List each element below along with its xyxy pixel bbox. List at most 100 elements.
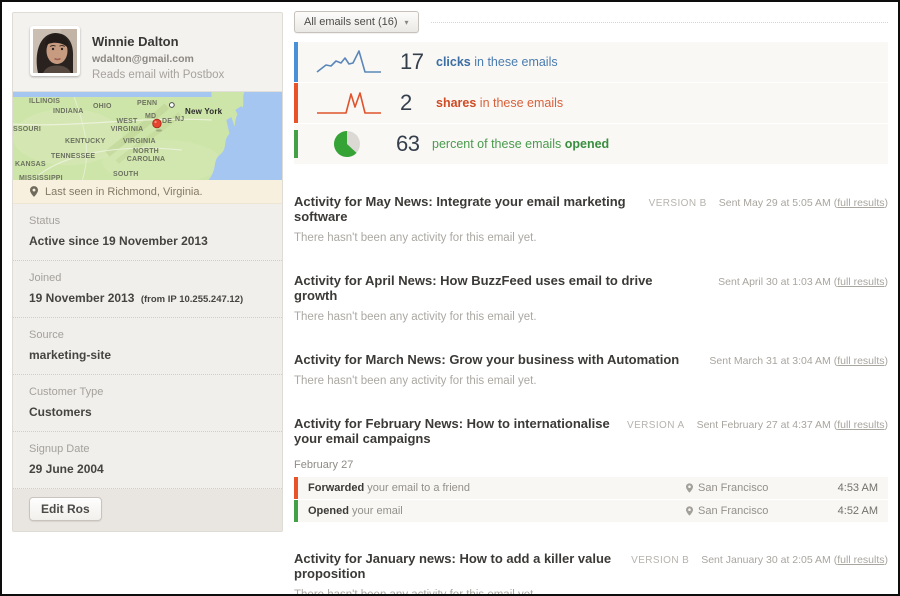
full-results-link[interactable]: full results [837,419,885,431]
no-activity-note: There hasn't been any activity for this … [294,589,537,596]
no-activity-note: There hasn't been any activity for this … [294,311,537,323]
field-value: 29 June 2004 [29,462,104,476]
version-badge: VERSION B [648,198,707,209]
event-time: 4:52 AM [837,505,878,517]
field-joined: Joined 19 November 2013 (from IP 10.255.… [13,261,282,318]
sent-timestamp: Sent March 31 at 3:04 AM (full results) [709,355,888,367]
edit-subscriber-button[interactable]: Edit Ros [29,497,102,521]
no-activity-note: There hasn't been any activity for this … [294,375,537,387]
opened-pie-icon [294,130,396,158]
last-seen-text: Last seen in Richmond, Virginia. [45,185,203,198]
field-label: Customer Type [29,386,104,398]
activity-title: Activity for February News: How to inter… [294,416,610,446]
map-label-new-york: New York [185,107,223,116]
map-label: TENNESSEE [51,153,96,160]
stat-shares: 2 shares in these emails [294,83,888,124]
subscriber-fields: Status Active since 19 November 2013 Joi… [13,204,282,489]
map-label: SSOURI [13,126,42,133]
subscriber-sidebar: Winnie Dalton wdalton@gmail.com Reads em… [12,12,283,532]
email-client-note: Reads email with Postbox [92,69,225,81]
map-label: KENTUCKY [65,138,106,145]
full-results-link[interactable]: full results [837,197,885,209]
field-customer-type: Customer Type Customers [13,375,282,432]
map-label: INDIANA [53,108,84,115]
location-pin-icon [686,483,693,493]
activity-section-march: Activity for March News: Grow your busin… [294,352,888,387]
field-label: Source [29,329,64,341]
field-value: 19 November 2013 [29,291,135,305]
field-value: Customers [29,405,92,419]
activity-section-february: Activity for February News: How to inter… [294,416,888,522]
avatar [30,26,80,76]
map-label: NJ [175,116,185,123]
event-location: San Francisco [686,482,816,494]
sent-timestamp: Sent January 30 at 2:05 AM (full results… [701,554,888,566]
activity-title: Activity for March News: Grow your busin… [294,352,680,367]
field-note: (from IP 10.255.247.12) [140,294,244,305]
map-label: DE [162,118,173,125]
no-activity-note: There hasn't been any activity for this … [294,232,537,244]
profile-card: Winnie Dalton wdalton@gmail.com Reads em… [13,13,282,92]
event-description: Forwarded your email to a friend [308,482,471,494]
map-label: OHIO [93,103,112,110]
sent-timestamp: Sent April 30 at 1:03 AM (full results) [718,276,888,288]
map-label: VIRGINIA [123,138,156,145]
subscriber-email: wdalton@gmail.com [92,53,194,65]
field-value: Active since 19 November 2013 [29,234,208,248]
clicks-label: clicks in these emails [436,55,558,69]
map-illustration [13,92,282,180]
event-row-forwarded: Forwarded your email to a friend San Fra… [294,477,888,499]
event-row-opened: Opened your email San Francisco 4:52 AM [294,500,888,522]
chevron-down-icon: ▾ [404,17,409,27]
shares-count: 2 [400,90,412,115]
emails-filter-dropdown[interactable]: All emails sent (16) ▾ [294,11,419,33]
location-map: ILLINOIS INDIANA OHIO PENN New York MD D… [13,92,282,180]
activity-panel: All emails sent (16) ▾ 17 clicks in thes… [294,2,888,596]
field-label: Joined [29,272,62,284]
edit-strip: Edit Ros [13,489,282,531]
dotted-divider [430,21,888,23]
location-pin-icon [686,506,693,516]
emails-filter-value: All emails sent (16) [304,16,398,28]
full-results-link[interactable]: full results [837,276,885,288]
map-label: MD [145,113,157,120]
event-location: San Francisco [686,505,816,517]
clicks-sparkline-icon [298,48,400,76]
activity-section-april: Activity for April News: How BuzzFeed us… [294,273,888,323]
clicks-count: 17 [400,49,424,74]
email-stats-summary: 17 clicks in these emails 2 shares in th… [294,42,888,165]
stat-accent-bar [294,42,298,82]
version-badge: VERSION A [627,420,685,431]
field-label: Signup Date [29,443,90,455]
subscriber-name: Winnie Dalton [92,34,179,49]
map-label: WEST VIRGINIA [110,118,144,133]
map-label: ILLINOIS [29,98,61,105]
map-label: MISSISSIPPI [19,175,63,180]
stat-opened: 63 percent of these emails opened [294,124,888,165]
field-value: marketing-site [29,348,112,362]
avatar-portrait-illustration [33,29,77,73]
shares-sparkline-icon [298,89,400,117]
stat-accent-bar [294,83,298,123]
field-source: Source marketing-site [13,318,282,375]
field-signup-date: Signup Date 29 June 2004 [13,432,282,489]
event-date-group: February 27 [294,459,354,471]
map-label: PENN [137,100,158,107]
sent-timestamp: Sent May 29 at 5:05 AM (full results) [718,197,888,209]
opened-percent: 63 [396,131,420,156]
activity-section-may: Activity for May News: Integrate your em… [294,194,888,244]
map-label: KANSAS [15,161,46,168]
activity-title: Activity for April News: How BuzzFeed us… [294,273,653,303]
map-label: SOUTH [113,171,139,178]
event-description: Opened your email [308,505,403,517]
event-time: 4:53 AM [837,482,878,494]
filter-header: All emails sent (16) ▾ [294,11,888,33]
full-results-link[interactable]: full results [837,554,885,566]
shares-label: shares in these emails [436,96,564,110]
map-label: NORTH CAROLINA [126,148,166,163]
last-seen-banner: Last seen in Richmond, Virginia. [13,180,282,204]
sent-timestamp: Sent February 27 at 4:37 AM (full result… [696,419,888,431]
version-badge: VERSION B [631,555,690,566]
full-results-link[interactable]: full results [837,355,885,367]
